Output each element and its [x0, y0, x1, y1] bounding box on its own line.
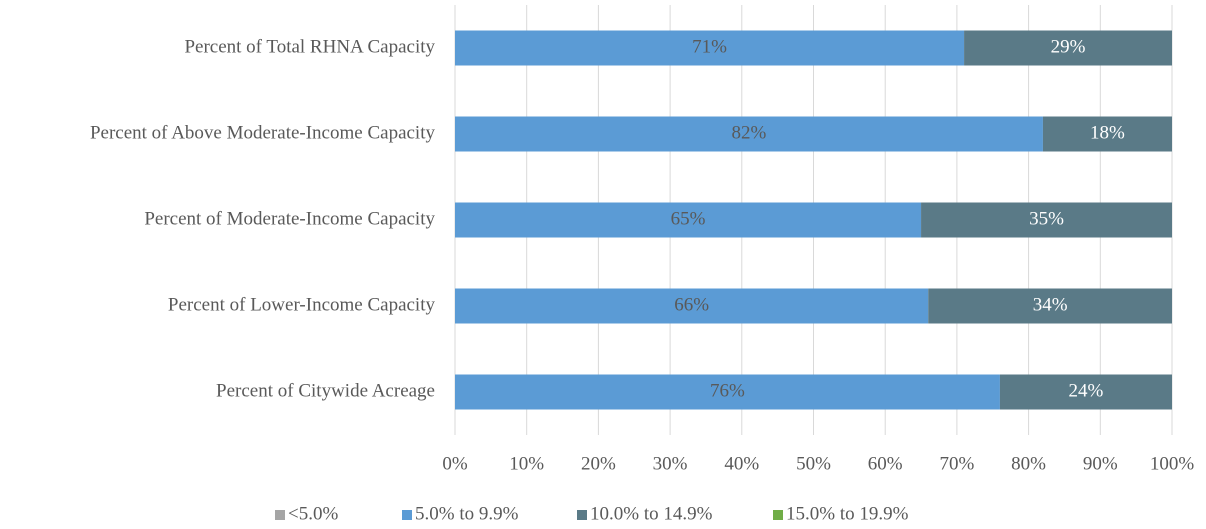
- bar-segment: [928, 288, 1172, 324]
- bar-segment: [455, 30, 965, 66]
- x-tick-label: 80%: [1011, 453, 1046, 474]
- legend-swatch: [275, 510, 285, 520]
- data-label: 66%: [674, 294, 709, 315]
- x-tick-label: 70%: [939, 453, 974, 474]
- x-tick-label: 90%: [1083, 453, 1118, 474]
- y-tick-label: Percent of Citywide Acreage: [216, 380, 435, 401]
- legend-label: 5.0% to 9.9%: [415, 503, 519, 524]
- bar-segment: [999, 374, 1172, 410]
- y-tick-label: Percent of Total RHNA Capacity: [184, 36, 435, 57]
- bar-segment: [921, 202, 1172, 238]
- x-tick-label: 60%: [868, 453, 903, 474]
- legend-swatch: [773, 510, 783, 520]
- x-tick-label: 10%: [509, 453, 544, 474]
- bar-segment: [455, 288, 929, 324]
- data-label: 18%: [1090, 122, 1125, 143]
- data-label: 35%: [1029, 208, 1064, 229]
- legend-swatch: [402, 510, 412, 520]
- x-tick-label: 50%: [796, 453, 831, 474]
- legend-label: 10.0% to 14.9%: [590, 503, 713, 524]
- bar-segment: [455, 374, 1000, 410]
- legend-label: <5.0%: [288, 503, 338, 524]
- x-tick-label: 0%: [442, 453, 468, 474]
- data-label: 29%: [1051, 36, 1086, 57]
- y-tick-label: Percent of Above Moderate-Income Capacit…: [90, 122, 436, 143]
- data-label: 34%: [1033, 294, 1068, 315]
- data-label: 71%: [692, 36, 727, 57]
- y-tick-label: Percent of Moderate-Income Capacity: [144, 208, 435, 229]
- data-label: 24%: [1069, 380, 1104, 401]
- x-tick-label: 40%: [724, 453, 759, 474]
- y-tick-label: Percent of Lower-Income Capacity: [168, 294, 436, 315]
- legend-swatch: [577, 510, 587, 520]
- legend-label: 15.0% to 19.9%: [786, 503, 909, 524]
- bar-segment: [455, 116, 1043, 152]
- data-label: 82%: [732, 122, 767, 143]
- x-tick-label: 30%: [653, 453, 688, 474]
- x-tick-label: 100%: [1150, 453, 1195, 474]
- x-tick-label: 20%: [581, 453, 616, 474]
- data-label: 65%: [671, 208, 706, 229]
- bar-segment: [1042, 116, 1172, 152]
- bar-segment: [455, 202, 922, 238]
- bar-segment: [964, 30, 1172, 66]
- data-label: 76%: [710, 380, 745, 401]
